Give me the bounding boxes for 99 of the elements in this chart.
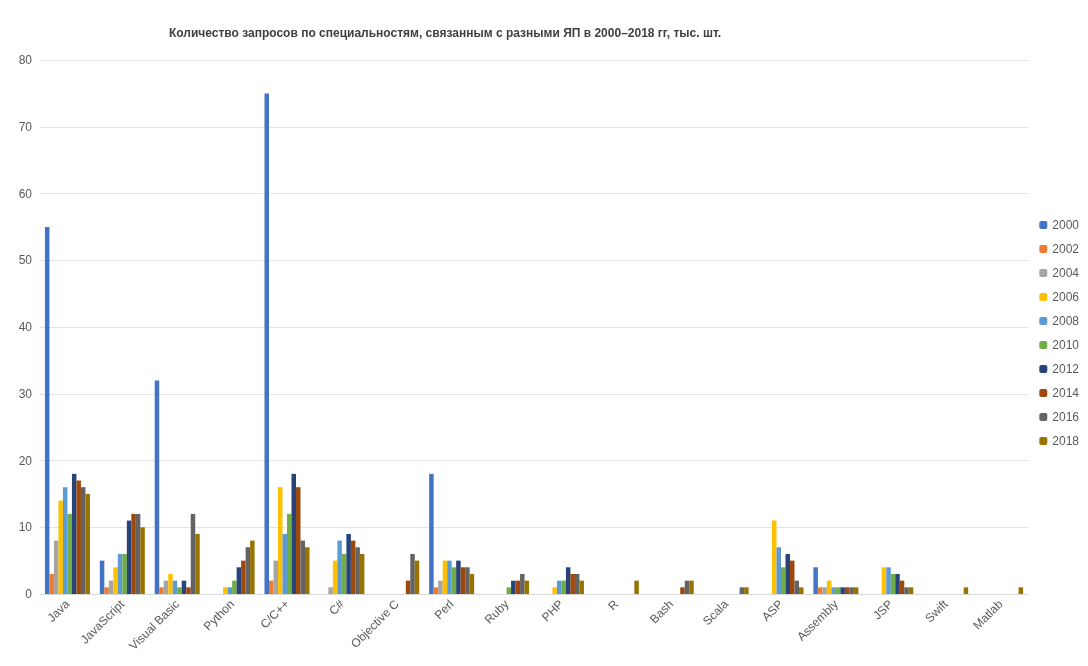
bar — [355, 547, 360, 594]
bar — [282, 533, 287, 594]
bar — [438, 580, 443, 594]
legend-label: 2010 — [1052, 338, 1080, 352]
legend-label: 2018 — [1052, 434, 1080, 448]
bar — [131, 513, 136, 594]
bar — [744, 587, 749, 594]
bar — [296, 487, 301, 594]
bar — [122, 553, 127, 594]
bar — [853, 587, 859, 594]
bar — [104, 587, 109, 594]
bar — [904, 587, 909, 594]
legend-label: 2012 — [1052, 362, 1080, 376]
x-tick-label: Java — [44, 596, 73, 625]
bar — [511, 580, 516, 594]
bar — [287, 513, 292, 594]
bar — [813, 567, 818, 594]
bar — [410, 553, 415, 594]
bar — [817, 587, 823, 594]
bar — [844, 587, 850, 594]
bar — [186, 587, 191, 594]
y-tick-label: 30 — [18, 386, 33, 401]
legend-label: 2000 — [1052, 218, 1080, 232]
y-tick-label: 80 — [18, 53, 33, 67]
y-tick-label: 60 — [18, 186, 33, 201]
bar — [1018, 587, 1024, 594]
bar — [113, 567, 118, 594]
x-tick-label: R — [605, 596, 622, 614]
bar — [561, 580, 566, 594]
y-tick-label: 50 — [18, 253, 33, 268]
y-tick-label: 20 — [18, 453, 33, 468]
y-tick-label: 0 — [25, 587, 33, 601]
bar — [963, 587, 969, 594]
bar — [456, 560, 461, 594]
bar — [250, 540, 255, 594]
x-tick-label: Perl — [431, 597, 457, 623]
bar — [328, 587, 333, 594]
y-tick-label: 70 — [18, 119, 33, 134]
bar — [831, 587, 836, 594]
legend-label: 2006 — [1052, 290, 1080, 304]
bar — [460, 567, 466, 594]
bar — [195, 533, 200, 594]
legend-label: 2004 — [1052, 266, 1080, 280]
bar — [140, 527, 145, 594]
legend-label: 2014 — [1052, 386, 1080, 400]
bar — [570, 573, 575, 594]
bar — [223, 587, 228, 594]
bar — [305, 547, 310, 594]
bar — [895, 573, 900, 594]
bar — [337, 540, 342, 594]
bar — [168, 573, 173, 594]
bar — [776, 547, 781, 594]
legend-label: 2002 — [1052, 242, 1080, 256]
bar — [689, 580, 694, 594]
bar — [799, 587, 804, 594]
bar — [465, 567, 470, 594]
bar — [520, 573, 525, 594]
bar — [177, 587, 182, 594]
y-tick-label: 10 — [18, 520, 33, 535]
bar — [232, 580, 237, 594]
bar — [433, 587, 439, 594]
bar — [346, 533, 351, 594]
bar — [680, 587, 685, 594]
bar — [506, 587, 512, 594]
bar — [58, 500, 63, 594]
bar — [67, 513, 72, 594]
bar — [552, 587, 557, 594]
bar — [579, 580, 584, 594]
legend-label: 2016 — [1052, 410, 1080, 424]
bar — [790, 560, 795, 594]
bar — [849, 587, 854, 594]
bar — [236, 567, 242, 594]
bar — [565, 567, 571, 594]
bar — [273, 560, 278, 594]
bar — [739, 587, 745, 594]
x-tick-label: JSP — [870, 597, 896, 623]
bar — [840, 587, 845, 594]
bar — [241, 560, 246, 594]
y-tick-label: 40 — [18, 320, 33, 334]
bar — [447, 560, 452, 594]
bar — [76, 480, 81, 594]
bar — [881, 567, 887, 594]
bar — [908, 587, 914, 594]
bar — [835, 587, 841, 594]
bar — [245, 547, 251, 594]
legend-label: 2008 — [1052, 314, 1080, 328]
bar — [634, 580, 639, 594]
bar — [49, 573, 54, 594]
bar — [822, 587, 827, 594]
chart-title: Количество запросов по специальностям, связанным с разными ЯП в 2000–2018 гг, тыс. шт. — [168, 26, 722, 40]
bar — [451, 567, 457, 594]
x-tick-label: C# — [326, 596, 348, 618]
bar — [227, 587, 233, 594]
bar — [159, 587, 164, 594]
bar — [264, 93, 269, 594]
bar — [429, 473, 434, 594]
bar — [85, 493, 90, 594]
bar — [886, 567, 891, 594]
bar — [781, 567, 786, 594]
